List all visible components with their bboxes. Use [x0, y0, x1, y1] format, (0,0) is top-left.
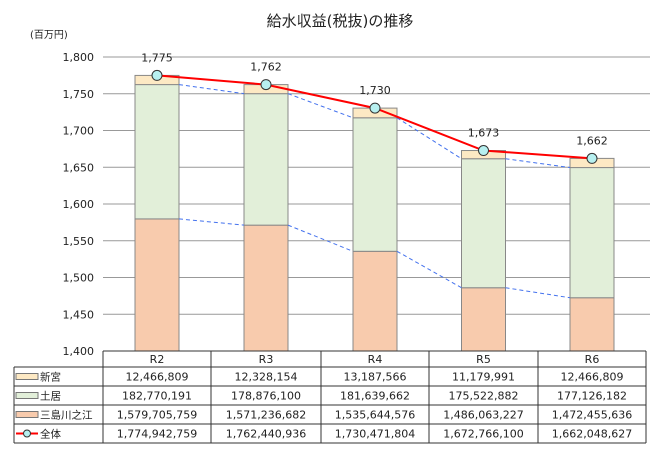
legend-swatch	[15, 392, 39, 399]
legend-swatch	[15, 373, 39, 380]
table-header-cell: R2	[150, 353, 165, 366]
bar-segment	[352, 250, 398, 352]
series-connector-line	[505, 158, 571, 169]
series-connector-line	[396, 250, 462, 289]
table-cell: 1,730,471,804	[335, 428, 415, 441]
table-cell: 11,179,991	[452, 371, 515, 384]
table-cell: 12,466,809	[126, 371, 189, 384]
bar-segment	[134, 218, 180, 352]
y-tick-label: 1,400	[63, 345, 95, 358]
series-connector-line	[396, 117, 462, 160]
total-marker	[260, 79, 272, 91]
bar-segment	[569, 297, 615, 352]
table-cell: 175,522,882	[449, 390, 519, 403]
y-tick-label: 1,550	[63, 235, 95, 248]
y-tick-label: 1,700	[63, 125, 95, 138]
table-cell: 1,486,063,227	[443, 409, 523, 422]
legend-marker	[23, 429, 31, 438]
data-label: 1,730	[359, 84, 391, 97]
table-header-cell: R5	[476, 353, 491, 366]
table-cell: 12,328,154	[235, 371, 298, 384]
table-cell: 1,662,048,627	[552, 428, 632, 441]
data-label: 1,673	[468, 127, 500, 140]
table-header-cell: R3	[259, 353, 274, 366]
table-cell: 181,639,662	[340, 390, 410, 403]
series-connector-line	[505, 287, 571, 299]
total-marker	[369, 102, 381, 114]
bar-segment	[352, 117, 398, 252]
data-label: 1,775	[141, 51, 173, 64]
total-marker	[478, 145, 489, 157]
table-cell: 1,762,440,936	[226, 428, 306, 441]
y-tick-label: 1,800	[63, 51, 95, 64]
bar-segment	[243, 93, 289, 226]
legend-label: 新宮	[40, 371, 61, 384]
data-label: 1,662	[576, 134, 608, 147]
legend-label: 土居	[40, 390, 61, 403]
y-axis-unit: (百万円)	[30, 29, 68, 41]
table-cell: 12,466,809	[561, 371, 624, 384]
legend-swatch	[15, 411, 39, 418]
series-connector-line	[287, 224, 354, 252]
table-cell: 1,672,766,100	[443, 428, 523, 441]
total-marker	[586, 152, 598, 164]
table-cell: 13,187,566	[344, 371, 407, 384]
table-cell: 178,876,100	[231, 390, 301, 403]
bar-segment	[134, 84, 180, 220]
table-cell: 1,472,455,636	[552, 409, 632, 422]
y-tick-label: 1,500	[63, 272, 95, 285]
table-header-cell: R4	[368, 353, 383, 366]
y-tick-label: 1,650	[63, 161, 95, 174]
table-cell: 1,774,942,759	[117, 428, 197, 441]
table-cell: 1,571,236,682	[226, 409, 306, 422]
legend-label: 三島川之江	[40, 409, 93, 422]
y-tick-label: 1,450	[63, 308, 95, 321]
bar-segment	[569, 167, 615, 299]
series-connector-line	[178, 84, 245, 95]
bar-segment	[243, 224, 289, 352]
chart-title: 給水収益(税抜)の推移	[267, 12, 414, 30]
legend-label: 全体	[40, 428, 61, 441]
y-tick-label: 1,750	[63, 88, 95, 101]
table-cell: 1,535,644,576	[335, 409, 415, 422]
series-connector-line	[178, 218, 245, 226]
y-tick-label: 1,600	[63, 198, 95, 211]
bar-segment	[461, 158, 506, 289]
table-header-cell: R6	[585, 353, 600, 366]
data-label: 1,762	[250, 61, 282, 74]
table-cell: 182,770,191	[122, 390, 192, 403]
table-cell: 177,126,182	[557, 390, 627, 403]
series-connector-line	[287, 93, 354, 119]
total-marker	[151, 69, 163, 81]
table-cell: 1,579,705,759	[117, 409, 197, 422]
bar-segment	[461, 287, 506, 352]
